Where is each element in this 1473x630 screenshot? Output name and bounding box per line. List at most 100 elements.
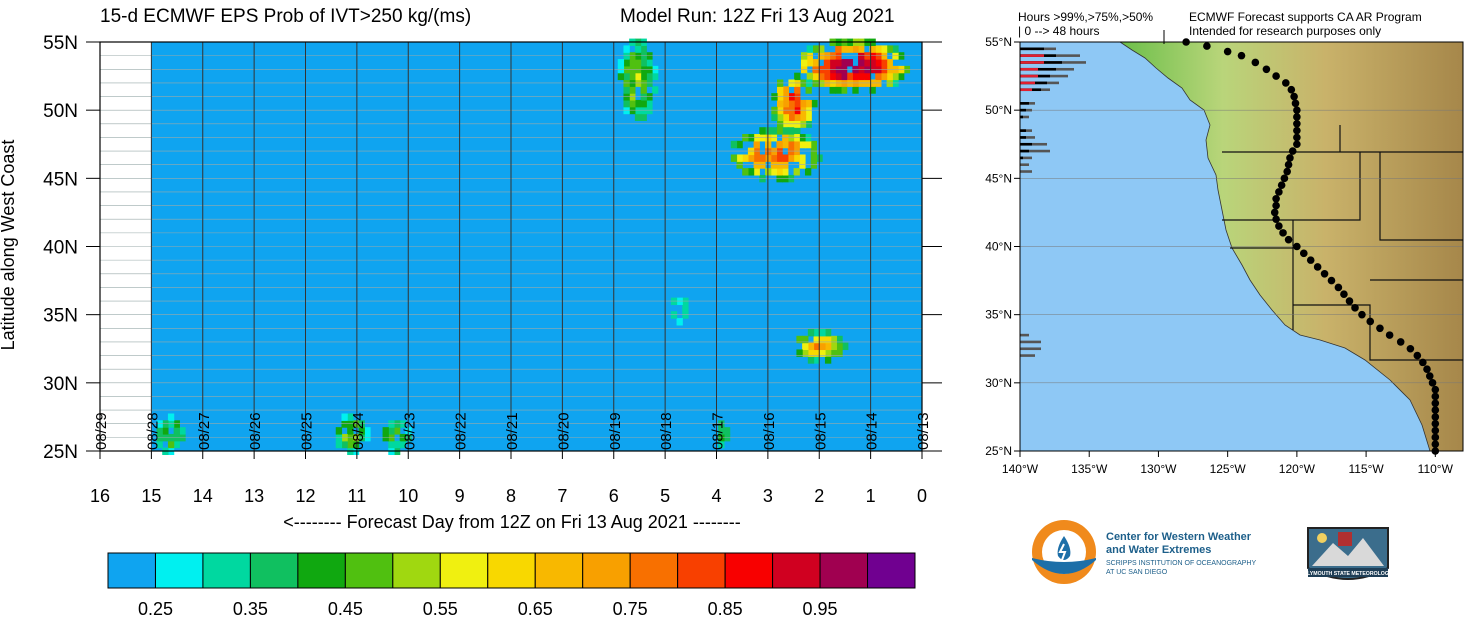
heat-cell: [623, 59, 630, 67]
coast-point: [1413, 351, 1422, 360]
heat-cell: [173, 440, 180, 449]
heat-cell: [799, 154, 806, 162]
heat-cell: [819, 328, 826, 337]
heat-cell: [388, 427, 395, 435]
x-tick-label: 14: [193, 486, 213, 506]
heat-cell: [723, 427, 731, 435]
x-tick-label: 6: [609, 486, 619, 506]
heat-cell: [776, 140, 783, 149]
heat-cell: [835, 86, 842, 94]
map-y-tick-label: 55°N: [985, 35, 1012, 49]
colorbar-swatch: [249, 552, 299, 589]
cw3e-name-2: and Water Extremes: [1106, 544, 1212, 556]
state-borders: [1222, 125, 1463, 361]
coast-point: [1203, 42, 1211, 50]
ivt-probability-chart: 08/29 08/28 08/27 08/26 08/25 08/24 08/23 08/22…: [0, 33, 942, 532]
coast-point: [1284, 160, 1293, 169]
colorbar-label: 0.25: [138, 599, 173, 619]
heat-cell: [347, 427, 354, 435]
heat-cell: [869, 59, 876, 67]
heat-cell: [819, 342, 826, 351]
x-tick-label: 8: [506, 486, 516, 506]
date-label: 08/16: [761, 412, 778, 450]
heat-cell: [617, 72, 625, 81]
date-label: 08/17: [710, 412, 727, 450]
heat-cell: [753, 140, 760, 149]
heat-cell: [840, 45, 848, 53]
heat-cell: [810, 140, 817, 149]
model-run-label: Model Run: 12Z Fri 13 Aug 2021: [620, 6, 895, 27]
heat-cell: [640, 86, 647, 94]
heat-cell: [846, 72, 853, 81]
heat-cell: [640, 99, 647, 108]
hours-bar: [1020, 136, 1026, 139]
colorbar-swatch: [867, 552, 916, 589]
map-x-tick-label: 110°W: [1418, 462, 1454, 476]
date-label: 08/23: [401, 412, 418, 450]
heat-cell: [730, 140, 738, 149]
coast-point: [1284, 235, 1293, 244]
heat-cell: [651, 72, 659, 81]
heat-cell: [782, 154, 789, 162]
heat-cell: [718, 440, 725, 449]
heat-cell: [799, 120, 807, 128]
heat-cell: [634, 99, 642, 108]
heat-cell: [793, 154, 800, 162]
heat-cell: [875, 59, 882, 67]
coast-point: [1431, 392, 1440, 401]
heat-cell: [640, 72, 647, 81]
heat-cell: [393, 427, 401, 435]
heat-cell: [788, 99, 795, 108]
coast-point: [1406, 344, 1415, 353]
y-axis-label: Latitude along West Coast: [0, 140, 18, 351]
heat-cell: [794, 86, 801, 94]
heat-cell: [347, 433, 354, 442]
heat-cell: [640, 45, 647, 53]
heat-cell: [682, 304, 689, 312]
colorbar-swatch: [154, 552, 204, 589]
colorbar-swatch: [724, 552, 774, 589]
date-label: 08/28: [144, 412, 161, 450]
coast-point: [1334, 283, 1343, 292]
heat-cell: [173, 427, 180, 435]
heat-cell: [629, 72, 636, 81]
coast-point: [1287, 85, 1296, 94]
date-label: 08/24: [350, 412, 367, 450]
colorbar-label: 0.85: [708, 599, 743, 619]
coast-point: [1223, 47, 1232, 56]
heat-cell: [846, 45, 853, 53]
map-y-tick-label: 45°N: [985, 171, 1012, 185]
coast-point: [1431, 426, 1440, 435]
coast-point: [1431, 419, 1440, 428]
map-x-tick-label: 135°W: [1071, 462, 1108, 476]
heat-cell: [646, 59, 653, 67]
heat-cell: [823, 59, 831, 67]
heat-cell: [836, 335, 843, 344]
heat-cell: [794, 99, 801, 108]
colorbar-swatch: [819, 552, 869, 589]
heat-cell: [892, 45, 899, 53]
heat-cell: [382, 433, 389, 442]
heat-cell: [788, 120, 795, 128]
heat-cell: [813, 356, 820, 364]
heat-cell: [646, 99, 653, 108]
hours-bar: [1020, 156, 1032, 160]
heat-cell: [759, 154, 766, 162]
heat-cell: [858, 45, 865, 53]
heat-cell: [858, 59, 865, 67]
y-tick-label: 35N: [43, 306, 78, 327]
hours-bar: [1020, 170, 1032, 173]
heat-cell: [810, 154, 817, 162]
heat-cell: [858, 72, 865, 81]
x-tick-label: 1: [866, 486, 876, 506]
heat-cell: [794, 113, 801, 121]
colorbar-label: 0.35: [233, 599, 268, 619]
x-tick-label: 10: [398, 486, 418, 506]
heat-cell: [352, 433, 360, 442]
map-y-tick-label: 50°N: [985, 103, 1012, 117]
coast-point: [1270, 208, 1279, 217]
colorbar-swatch: [107, 552, 156, 589]
colorbar-label: 0.65: [518, 599, 553, 619]
heat-cell: [802, 349, 809, 357]
coast-point: [1431, 440, 1440, 448]
